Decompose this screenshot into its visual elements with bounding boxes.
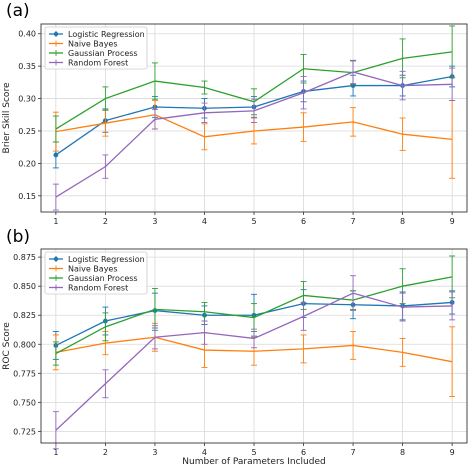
x-tick-label: 7 [351, 217, 356, 226]
legend-label: Gaussian Process [68, 49, 138, 58]
y-tick-label: 0.35 [18, 62, 36, 71]
y-tick-label: 0.30 [18, 95, 36, 104]
legend-label: Naive Bayes [68, 265, 118, 274]
legend-item: Random Forest [49, 59, 128, 68]
x-tick-label: 4 [202, 448, 207, 457]
legend-label: Logistic Regression [68, 255, 145, 264]
x-tick-label: 8 [400, 217, 405, 226]
legend-item: Random Forest [49, 284, 128, 293]
y-tick-label: 0.725 [13, 427, 36, 436]
y-tick-label: 0.20 [18, 159, 36, 168]
legend-label: Random Forest [68, 284, 128, 293]
x-tick-label: 1 [53, 217, 58, 226]
y-tick-label: 0.875 [13, 253, 36, 262]
series-random-forest [52, 275, 456, 450]
x-tick-label: 6 [301, 217, 306, 226]
legend-label: Gaussian Process [68, 274, 138, 283]
legend-item: Naive Bayes [49, 265, 118, 274]
y-tick-label: 0.775 [13, 369, 36, 378]
x-tick-label: 2 [103, 448, 108, 457]
chart-panel-a: 1 2 3 4 5 6 7 8 9 0.15 0.20 0.25 0.30 0.35 0.40 Brier S… [2, 1, 468, 226]
legend-swatch-marker [53, 256, 59, 262]
legend-item: Gaussian Process [49, 49, 138, 58]
x-tick-label: 2 [103, 217, 108, 226]
panel-label: (a) [6, 1, 30, 21]
legend-item: Gaussian Process [49, 274, 138, 283]
panel-label: (b) [6, 227, 30, 247]
plot-frame [40, 23, 468, 213]
plot-frame [40, 248, 468, 444]
x-tick-label: 3 [152, 217, 157, 226]
x-tick-label: 4 [202, 217, 207, 226]
y-tick-label: 0.40 [18, 30, 36, 39]
y-axis-title: ROC Score [2, 322, 12, 370]
legend-item: Naive Bayes [49, 40, 118, 49]
series-random-forest [52, 59, 456, 211]
x-tick-label: 6 [301, 448, 306, 457]
legend-item: Logistic Regression [49, 30, 145, 39]
x-tick-label: 3 [152, 448, 157, 457]
y-tick-label: 0.825 [13, 311, 36, 320]
legend-box [44, 251, 148, 295]
x-tick-label: 1 [53, 448, 58, 457]
legend-label: Logistic Regression [68, 30, 145, 39]
legend-box [44, 26, 148, 70]
legend-swatch-marker [53, 31, 59, 37]
x-tick-label: 8 [400, 448, 405, 457]
x-tick-label: 9 [450, 448, 455, 457]
x-tick-label: 7 [351, 448, 356, 457]
x-tick-label: 9 [450, 217, 455, 226]
legend-item: Logistic Regression [49, 255, 145, 264]
legend-label: Naive Bayes [68, 40, 118, 49]
y-tick-label: 0.25 [18, 127, 36, 136]
data-point [53, 152, 59, 158]
y-tick-label: 0.750 [13, 398, 36, 407]
x-tick-label: 5 [251, 217, 256, 226]
x-tick-label: 5 [251, 448, 256, 457]
y-tick-label: 0.800 [13, 340, 36, 349]
y-tick-label: 0.15 [18, 192, 36, 201]
y-tick-label: 0.850 [13, 282, 36, 291]
y-axis-title: Brier Skill Score [2, 82, 12, 153]
x-axis-title: Number of Parameters Included [182, 457, 325, 467]
legend-label: Random Forest [68, 59, 128, 68]
chart-panel-b: 1 2 3 4 5 6 7 8 9 0.725 0.750 0.775 0.800 0.825 0.850 0… [2, 227, 468, 457]
